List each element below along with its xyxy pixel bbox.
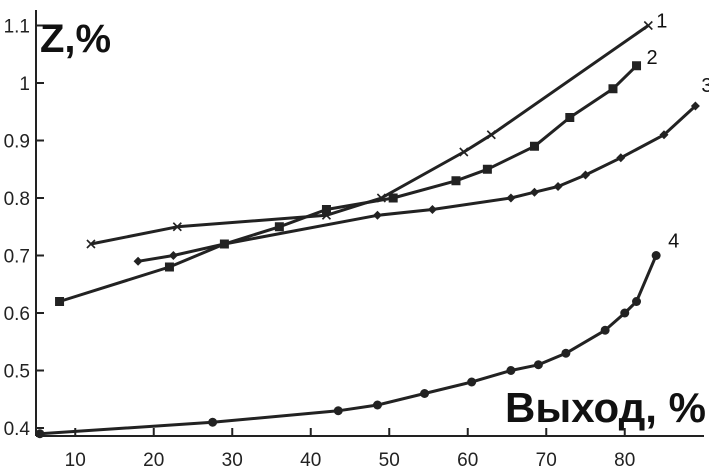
x-tick-label: 10 [65,450,86,471]
series-4-point [506,366,516,375]
x-tick-label: 60 [457,450,478,471]
series-1: 1 [86,11,667,249]
series-4-label: 4 [668,231,679,253]
x-axis-title: Выход, % [505,384,706,431]
y-axis-title: Z,% [40,17,111,61]
series-4-point [600,325,610,335]
series-4-point [420,389,430,398]
series-2-point [482,164,492,174]
series-3-point [553,182,563,191]
series-4-point [632,297,642,306]
y-tick-label: 0.7 [4,247,30,268]
x-tick-label: 30 [222,450,243,471]
series-3-point [529,187,539,197]
series-2-point [388,193,398,203]
series-2-point [632,61,642,71]
series-2-point [274,222,284,232]
series-2-point [529,141,539,151]
x-tick-label: 20 [143,450,164,471]
y-tick-label: 1 [19,74,30,95]
y-tick-label: 1.1 [4,17,30,38]
series-1-point [486,130,496,140]
series-4-point [561,348,571,358]
y-tick-group: 0.4 0.5 0.6 0.7 0.8 0.9 1 1.1 [4,17,44,440]
y-tick-label: 0.8 [4,189,30,210]
y-tick-label: 0.5 [4,362,30,383]
series-2-point [608,84,618,94]
series-3-point [133,256,143,266]
series-3: 3 [133,75,709,266]
y-tick-label: 0.4 [4,419,31,440]
series-1-line [90,24,650,246]
series-1-point [86,239,96,249]
series-2-point [451,176,461,186]
series-4-point [35,429,45,439]
series-4-point [467,377,477,387]
series-2-point [55,297,65,306]
series-2-point [565,113,575,122]
series-3-point [506,193,516,203]
series-1-label: 1 [656,11,667,33]
series-1-point [643,20,653,31]
series-4-point [620,308,630,318]
series-3-point [372,210,382,220]
series-3-point [581,170,590,180]
series-4-point [372,400,382,410]
series-2-line [59,64,638,303]
x-tick-group: 10 20 30 40 50 60 70 80 [65,428,635,471]
series-4-point [208,417,218,427]
series-4-point [333,406,343,416]
series-group: 1 2 3 4 [35,11,709,439]
series-3-point [168,251,178,260]
series-3-point [219,239,229,249]
series-4: 4 [35,231,679,439]
series-2-label: 2 [647,47,658,69]
x-tick-label: 50 [379,450,400,471]
series-3-point [616,153,626,163]
series-4-point [651,251,661,260]
series-2: 2 [55,47,658,306]
x-tick-label: 40 [300,450,321,471]
series-3-point [659,130,669,140]
series-3-label: 3 [701,75,709,97]
y-tick-label: 0.9 [4,132,30,153]
x-tick-label: 80 [614,450,635,471]
series-3-point [427,205,437,214]
series-1-point [459,147,469,157]
series-4-point [533,360,543,370]
series-2-point [164,262,174,272]
series-3-point [690,101,700,111]
x-tick-label: 70 [536,450,557,471]
y-tick-label: 0.6 [4,304,30,325]
series-1-point [172,222,182,232]
series-2-point [321,205,331,214]
series-3-line [137,104,697,263]
